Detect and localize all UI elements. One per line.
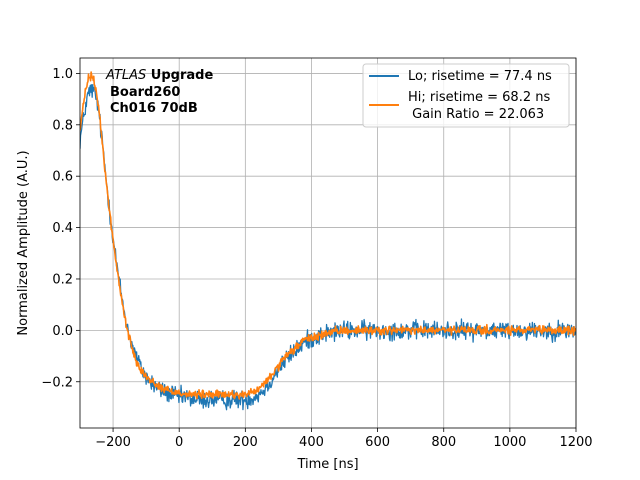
series-line-lo bbox=[80, 84, 576, 411]
legend-label-hi: Hi; risetime = 68.2 ns bbox=[408, 90, 550, 105]
y-tick-label: 0.4 bbox=[52, 221, 73, 236]
annotation-upgrade: Upgrade bbox=[146, 68, 213, 83]
annotation-atlas: ATLAS bbox=[105, 68, 146, 83]
x-tick-label: 400 bbox=[299, 435, 324, 450]
x-tick-label: 1200 bbox=[559, 435, 592, 450]
legend: Lo; risetime = 77.4 ns Hi; risetime = 68… bbox=[362, 63, 570, 128]
y-tick-label: 1.0 bbox=[52, 67, 73, 82]
y-tick-label: −0.2 bbox=[41, 375, 73, 390]
annotation-line-3: Ch016 70dB bbox=[110, 101, 198, 116]
y-axis-label: Normalized Amplitude (A.U.) bbox=[16, 150, 31, 335]
ticks: −200 0 200 400 600 800 1000 1200 −0.2 0.0 0.2 0.4 0.… bbox=[41, 67, 592, 450]
series-line-hi bbox=[80, 71, 576, 400]
y-tick-label: 0.8 bbox=[52, 118, 73, 133]
y-tick-label: 0.2 bbox=[52, 272, 73, 287]
y-tick-label: 0.6 bbox=[52, 170, 73, 185]
legend-label-gain: Gain Ratio = 22.063 bbox=[408, 107, 544, 122]
x-tick-label: 600 bbox=[365, 435, 390, 450]
atlas-annotation: ATLAS Upgrade Board260 Ch016 70dB bbox=[105, 68, 213, 116]
annotation-line-2: Board260 bbox=[110, 85, 180, 100]
x-tick-label: 1000 bbox=[493, 435, 526, 450]
legend-label-lo: Lo; risetime = 77.4 ns bbox=[408, 69, 552, 84]
plot-frame bbox=[79, 57, 577, 429]
x-tick-label: 0 bbox=[175, 435, 183, 450]
y-tick-label: 0.0 bbox=[52, 324, 73, 339]
legend-box bbox=[362, 63, 570, 128]
series-layer bbox=[80, 71, 576, 411]
annotation-line-1: ATLAS Upgrade bbox=[105, 68, 213, 83]
x-axis-label: Time [ns] bbox=[296, 457, 358, 472]
x-tick-label: −200 bbox=[95, 435, 131, 450]
x-tick-label: 800 bbox=[431, 435, 456, 450]
x-tick-label: 200 bbox=[233, 435, 258, 450]
